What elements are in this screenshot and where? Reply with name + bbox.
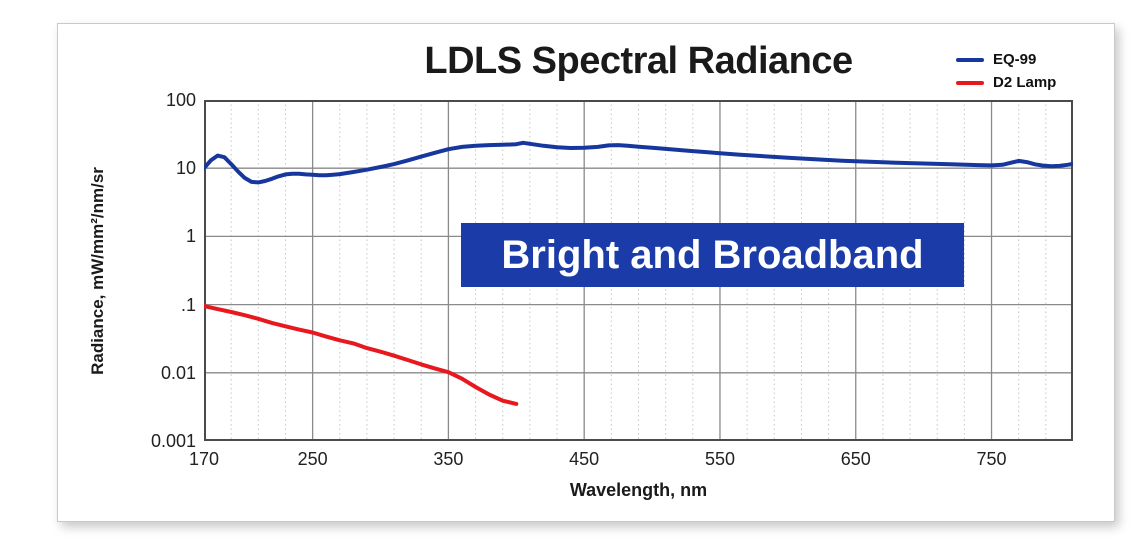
y-tick-label: 1 [185,226,196,247]
y-tick-label: 10 [175,158,196,179]
y-tick-label: 0.01 [160,362,196,383]
plot-svg [202,100,1075,441]
x-tick-label: 450 [569,449,600,469]
legend: EQ-99 D2 Lamp [956,48,1056,94]
banner-text: Bright and Broadband [501,232,924,277]
y-tick-label: .1 [180,294,196,315]
series-line-eq-99 [202,140,1075,185]
chart-card: LDLS Spectral Radiance EQ-99 D2 Lamp Radi… [57,23,1115,522]
x-tick-label: 550 [704,449,735,469]
x-tick-label: 170 [188,449,220,469]
banner: Bright and Broadband [461,223,964,287]
y-tick-label: 0.001 [150,431,196,451]
plot-frame [204,100,1073,441]
y-tick-label: 100 [165,90,196,110]
legend-swatch-line [956,57,984,62]
x-axis-title: Wavelength, nm [569,480,708,500]
legend-label: EQ-99 [993,51,1037,68]
legend-item: D2 Lamp [956,71,1056,94]
legend-label: D2 Lamp [993,74,1057,91]
x-tick-label: 750 [976,449,1007,469]
series-line-d2-lamp [202,304,519,406]
y-axis-title: Radiance, mW/mm²/nm/sr [88,167,107,375]
plot-area [202,100,1075,441]
legend-swatch-line [956,80,984,85]
x-tick-label: 650 [840,449,871,469]
x-tick-label: 250 [297,449,328,469]
x-tick-label: 350 [433,449,464,469]
chart-title: LDLS Spectral Radiance [424,40,853,82]
legend-item: EQ-99 [956,48,1056,71]
